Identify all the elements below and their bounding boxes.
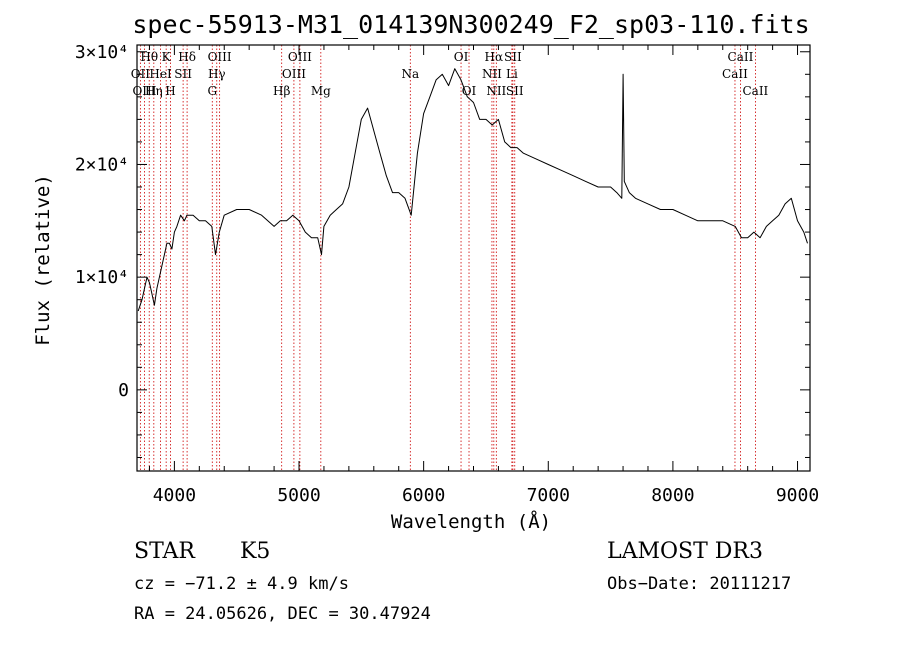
- y-axis-label: Flux (relative): [32, 174, 54, 346]
- line-marker-label-14: Hβ: [273, 84, 290, 98]
- series-layer: [137, 68, 808, 312]
- line-marker-label-26: CaII: [722, 67, 748, 81]
- line-marker-label-2: OIII: [132, 84, 156, 98]
- chart-title: spec-55913-M31_014139N300249_F2_sp03-110…: [132, 10, 809, 39]
- spectrum-line-0: [137, 68, 808, 312]
- line-marker-label-9: OIII: [208, 50, 232, 64]
- line-marker-group: [139, 45, 756, 471]
- y-tick-label-2: 2×10⁴: [75, 154, 129, 175]
- line-marker-label-6: Hδ: [178, 50, 196, 64]
- line-marker-label-19: Hα: [485, 50, 504, 64]
- line-marker-label-17: OI: [454, 50, 469, 64]
- x-tick-label-0: 4000: [153, 485, 196, 506]
- object-subclass: K5: [240, 539, 271, 564]
- x-tick-label-3: 7000: [527, 485, 570, 506]
- line-marker-label-25: CaII: [728, 50, 754, 64]
- line-marker-label-0: Hθ: [140, 50, 158, 64]
- object-class: STAR: [134, 539, 195, 564]
- line-marker-label-12: OIII: [288, 50, 312, 64]
- x-tick-label-2: 6000: [402, 485, 445, 506]
- y-tick-label-0: 0: [118, 380, 129, 401]
- y-tick-label-1: 1×10⁴: [75, 267, 129, 288]
- line-marker-label-16: Na: [401, 67, 419, 81]
- line-marker-label-21: NII: [486, 84, 506, 98]
- line-marker-label-22: SII: [504, 50, 522, 64]
- line-marker-label-3: K: [162, 50, 172, 64]
- x-tick-label-5: 9000: [776, 485, 819, 506]
- x-axis-label: Wavelength (Å): [391, 510, 551, 533]
- y-tick-label-3: 3×10⁴: [75, 42, 129, 63]
- line-marker-label-4: HeI: [149, 67, 172, 81]
- redshift-readout: cz = −71.2 ± 4.9 km/s: [134, 574, 349, 594]
- line-marker-label-23: Li: [506, 67, 518, 81]
- line-marker-label-15: Mg: [311, 84, 331, 98]
- line-marker-label-24: SII: [506, 84, 524, 98]
- x-tick-label-4: 8000: [651, 485, 694, 506]
- line-marker-label-10: Hγ: [208, 67, 226, 81]
- line-marker-label-8: H: [165, 84, 175, 98]
- line-marker-label-11: G: [207, 84, 217, 98]
- line-marker-label-13: OIII: [282, 67, 306, 81]
- line-marker-label-27: CaII: [742, 84, 768, 98]
- line-marker-label-20: NII: [482, 67, 502, 81]
- plot-frame: [136, 44, 811, 472]
- observation-date: Obs−Date: 20111217: [607, 574, 792, 594]
- survey-name: LAMOST DR3: [607, 539, 763, 564]
- y-axis: 0 1×10⁴ 2×10⁴ 3×10⁴: [75, 42, 810, 458]
- line-marker-label-18: OI: [462, 84, 477, 98]
- line-marker-label-5: Hη: [145, 84, 163, 98]
- x-axis: 4000 5000 6000 7000 8000 9000: [148, 45, 819, 506]
- x-tick-label-1: 5000: [277, 485, 320, 506]
- coordinates-readout: RA = 24.05626, DEC = 30.47924: [134, 604, 431, 624]
- line-marker-label-7: SII: [174, 67, 192, 81]
